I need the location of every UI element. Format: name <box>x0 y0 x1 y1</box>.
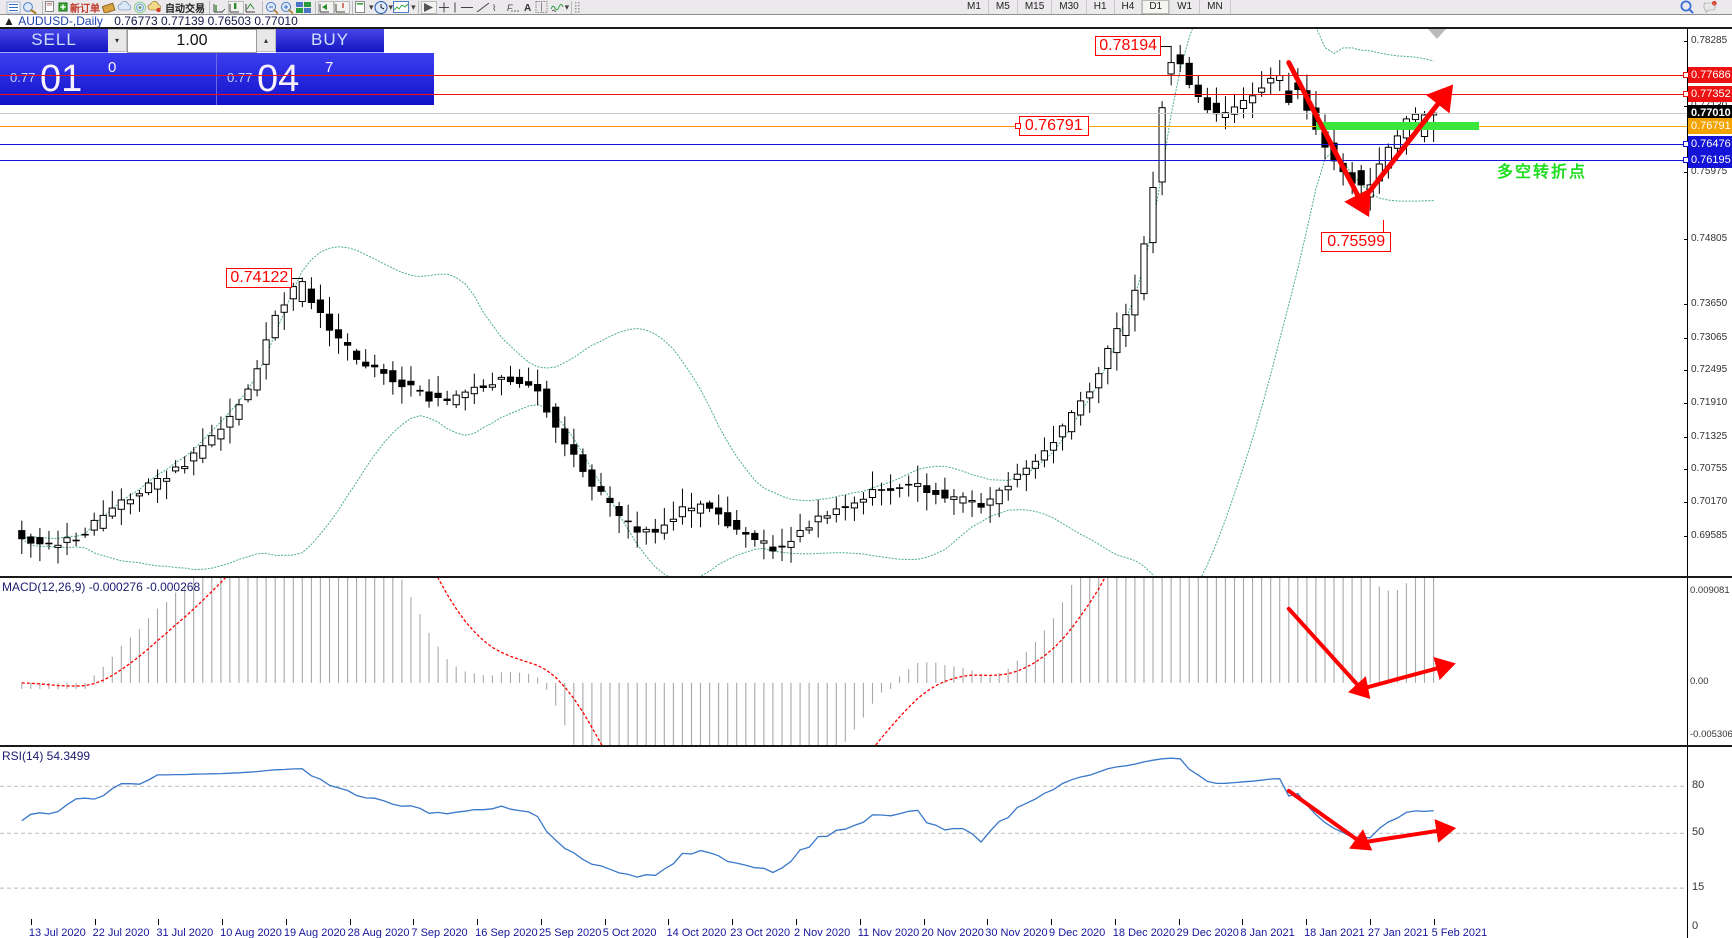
svg-text:A: A <box>524 3 531 14</box>
svg-text:⌇: ⌇ <box>492 3 496 13</box>
